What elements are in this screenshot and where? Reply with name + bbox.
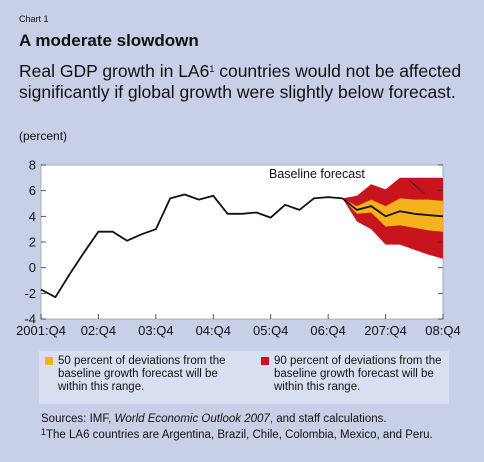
- actual-gdp-line: [40, 193, 343, 299]
- y-tick-label: -4: [24, 312, 36, 327]
- x-tick-label: 05:Q4: [253, 323, 288, 338]
- y-tick-label: 2: [29, 235, 36, 250]
- y-tick-label: 4: [29, 209, 36, 224]
- sources-text: Sources: IMF,: [41, 413, 115, 425]
- footnote-text: The LA6 countries are Argentina, Brazil,…: [46, 429, 433, 441]
- x-axis: 2001:Q4 02:Q4 03:Q4 04:Q4 05:Q4 06:Q4 207:Q4 08…: [16, 314, 461, 338]
- y-unit-label: (percent): [19, 129, 68, 143]
- y-tick-label: 8: [29, 158, 36, 173]
- y-tick-label: 6: [29, 183, 36, 198]
- chart-subtitle: Real GDP growth in LA61 countries would …: [19, 61, 464, 103]
- subtitle-footnote-mark: 1: [209, 64, 215, 74]
- x-tick-label: 06:Q4: [310, 323, 345, 338]
- sources-text: , and staff calculations.: [269, 413, 387, 425]
- x-tick-label: 03:Q4: [138, 323, 173, 338]
- legend-swatch-90: [261, 357, 269, 365]
- annotation-leader: [408, 179, 426, 195]
- baseline-forecast-line: [341, 197, 444, 218]
- sources-note: Sources: IMF, World Economic Outlook 200…: [41, 413, 387, 425]
- y-tick-label: 0: [29, 260, 36, 275]
- chart-title: A moderate slowdown: [19, 31, 199, 50]
- sources-publication: World Economic Outlook 2007: [114, 413, 270, 425]
- legend: 50 percent of deviations from the baseli…: [39, 351, 449, 404]
- footnote-mark: 1: [41, 427, 47, 437]
- legend-text-50: 50 percent of deviations from the baseli…: [58, 355, 226, 393]
- footnote: 1The LA6 countries are Argentina, Brazil…: [41, 427, 433, 441]
- x-tick-label: 207:Q4: [364, 323, 407, 338]
- subtitle-part: countries would not be affected signific…: [19, 61, 462, 102]
- chart-label: Chart 1: [19, 14, 49, 24]
- x-tick-label: 08:Q4: [425, 323, 460, 338]
- plot-area: [40, 164, 444, 320]
- y-tick-label: -2: [24, 286, 36, 301]
- y-axis: -4 -2 0 2 4 6 8: [24, 158, 443, 327]
- x-tick-label: 2001:Q4: [16, 323, 66, 338]
- x-tick-label: 02:Q4: [81, 323, 116, 338]
- baseline-forecast-annotation: Baseline forecast: [269, 167, 365, 181]
- x-tick-label: 04:Q4: [196, 323, 231, 338]
- data-series: [40, 193, 444, 299]
- legend-swatch-50: [45, 357, 53, 365]
- legend-text-90: 90 percent of deviations from the baseli…: [274, 355, 442, 393]
- subtitle-part: Real GDP growth in LA6: [19, 61, 210, 81]
